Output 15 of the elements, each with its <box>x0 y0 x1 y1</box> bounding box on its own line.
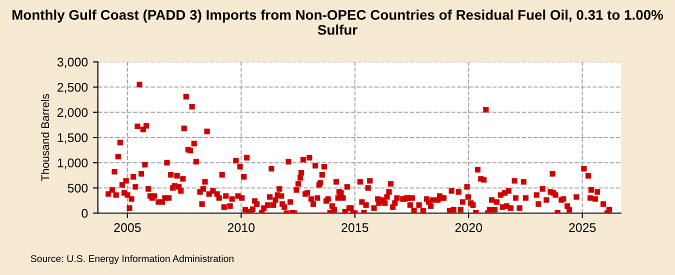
y-tick-label: 1,500 <box>58 133 88 144</box>
x-tick-label: 2020 <box>455 223 482 232</box>
y-tick-label: 2,000 <box>58 108 88 118</box>
y-tick-label: 1,000 <box>58 158 88 169</box>
y-tick-label: 500 <box>68 184 88 193</box>
y-tick-label: 3,000 <box>57 58 88 68</box>
x-tick-label: 2005 <box>114 223 141 232</box>
x-tick-label: 2015 <box>342 223 368 232</box>
source-note: Source: U.S. Energy Information Administration <box>30 254 234 264</box>
chart-title: Monthly Gulf Coast (PADD 3) Imports from Non-OPEC Countries of Residual Fuel Oil, 0.31 to 1.00% Sulfur <box>12 10 664 35</box>
x-tick-label: 2025 <box>569 223 596 232</box>
y-tick-label: 0 <box>82 208 88 218</box>
y-axis-title: Thousand Barrels <box>40 94 50 182</box>
y-tick-label: 2,500 <box>58 82 88 94</box>
x-tick-label: 2010 <box>228 223 255 232</box>
